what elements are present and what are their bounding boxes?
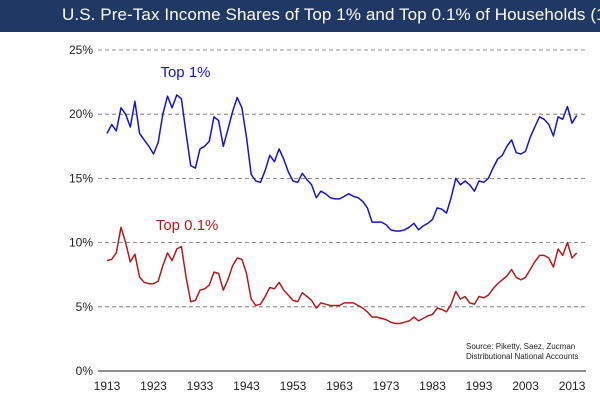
y-tick-label: 25% [69,43,93,57]
series-lines [106,94,578,325]
series-label: Top 0.1% [156,217,219,234]
x-tick-label: 1973 [373,379,400,393]
source-note: Source: Piketty, Saez, Zucman Distributi… [466,342,579,361]
x-tick-label: 2013 [559,379,586,393]
x-tick-label: 1953 [280,379,307,393]
x-tick-label: 1993 [466,379,493,393]
gridlines [98,49,586,308]
x-tick-label: 1913 [94,379,121,393]
source-line-2: Distributional National Accounts [466,352,579,361]
y-tick-label: 15% [69,171,93,185]
y-tick-labels: 0% 5% 10% 15% 20% 25% [69,43,93,378]
x-tick-label: 1943 [233,379,260,393]
series-line-top-0-1-percent [106,226,578,325]
y-tick-label: 10% [69,236,93,250]
x-tick-labels: 1913 1923 1933 1943 1953 1963 1973 1983 1993 2003… [94,379,586,393]
y-tick-label: 0% [76,364,94,378]
x-tick-label: 2003 [512,379,539,393]
series-line-top-1-percent [106,94,578,232]
x-tick-label: 1933 [187,379,214,393]
x-tick-label: 1963 [326,379,353,393]
y-tick-label: 5% [76,300,94,314]
series-label: Top 1% [160,64,210,81]
x-tick-label: 1923 [140,379,167,393]
chart-title: U.S. Pre-Tax Income Shares of Top 1% and… [62,5,600,24]
series-labels: Top 1% Top 0.1% [156,64,219,234]
x-tick-label: 1983 [419,379,446,393]
y-tick-label: 20% [69,107,93,121]
source-line-1: Source: Piketty, Saez, Zucman [466,342,575,351]
title-bar: U.S. Pre-Tax Income Shares of Top 1% and… [0,0,600,32]
